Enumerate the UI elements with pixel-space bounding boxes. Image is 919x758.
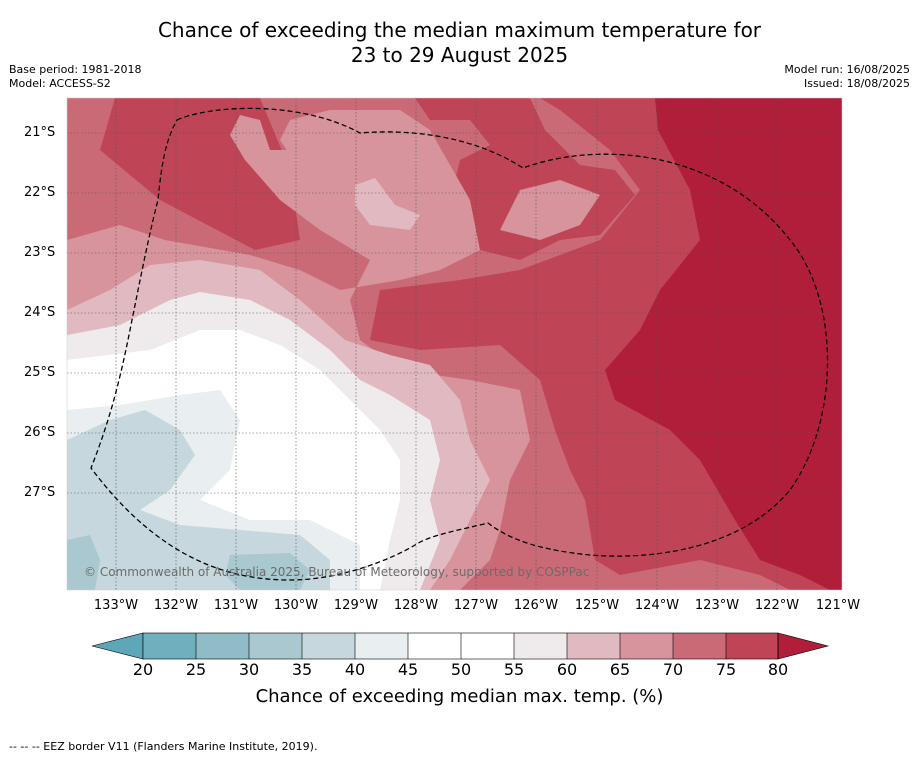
band-60-65-ne: [500, 180, 600, 240]
colorbar-tick: 35: [291, 660, 313, 679]
band-35-40: [67, 410, 330, 590]
colorbar-swatch: [408, 633, 461, 659]
band-55-60-n: [355, 178, 420, 230]
title-line-2: 23 to 29 August 2025: [350, 43, 569, 67]
eez-legend-footer: -- -- -- EEZ border V11 (Flanders Marine…: [9, 740, 318, 753]
eez-border: [90, 107, 829, 581]
lon-label: 124°W: [634, 598, 680, 613]
colorbar-swatch: [143, 633, 196, 659]
colorbar-tick: 40: [344, 660, 366, 679]
lat-label: 27°S: [24, 485, 56, 500]
colorbar-tick: 75: [715, 660, 737, 679]
colorbar-tick: 45: [397, 660, 419, 679]
lon-label: 133°W: [93, 598, 139, 613]
model-name: Model: ACCESS-S2: [9, 77, 111, 90]
colorbar-tick: 65: [609, 660, 631, 679]
lat-label: 24°S: [24, 305, 56, 320]
lat-label: 22°S: [24, 185, 56, 200]
colorbar-dividers: [195, 633, 727, 659]
colorbar-tick: 60: [556, 660, 578, 679]
lon-label: 122°W: [754, 598, 800, 613]
lon-label: 129°W: [333, 598, 379, 613]
colorbar-tick: 80: [767, 660, 789, 679]
colorbar-min-extension: [91, 632, 144, 660]
colorbar-swatch: [567, 633, 620, 659]
longitude-gridlines: [115, 98, 778, 590]
colorbar-outline: [142, 632, 779, 660]
band-30-35: [67, 535, 310, 590]
colorbar-swatch: [726, 633, 778, 659]
issued-date: Issued: 18/08/2025: [803, 77, 910, 90]
colorbar-swatch: [355, 633, 408, 659]
lon-label: 125°W: [574, 598, 620, 613]
map-area: [67, 98, 842, 590]
colorbar-tick: 50: [450, 660, 472, 679]
lon-label: 132°W: [153, 598, 199, 613]
colorbar-swatch: [196, 633, 249, 659]
lon-label: 130°W: [273, 598, 319, 613]
meta-right: Model run: 16/08/2025 Issued: 18/08/2025: [784, 63, 910, 91]
lon-label: 131°W: [213, 598, 259, 613]
lon-label: 127°W: [453, 598, 499, 613]
colorbar-tick: 20: [132, 660, 154, 679]
lat-label: 21°S: [24, 125, 56, 140]
colorbar-label: Chance of exceeding median max. temp. (%…: [255, 686, 664, 707]
colorbar-tick: 25: [185, 660, 207, 679]
lat-label: 26°S: [24, 425, 56, 440]
colorbar-swatch: [514, 633, 567, 659]
lon-label: 123°W: [694, 598, 740, 613]
meta-left: Base period: 1981-2018 Model: ACCESS-S2: [9, 63, 141, 91]
colorbar-tick: 70: [662, 660, 684, 679]
lon-label: 128°W: [393, 598, 439, 613]
chart-title: Chance of exceeding the median maximum t…: [0, 18, 919, 68]
base-period: Base period: 1981-2018: [9, 63, 142, 76]
colorbar-swatch: [673, 633, 726, 659]
lon-label: 121°W: [815, 598, 861, 613]
colorbar-swatch: [461, 633, 514, 659]
lon-label: 126°W: [513, 598, 559, 613]
colorbar-tick: 55: [503, 660, 525, 679]
map-credit: © Commonwealth of Australia 2025, Bureau…: [84, 565, 590, 579]
colorbar: [91, 632, 830, 660]
colorbar-tick: 30: [238, 660, 260, 679]
lat-label: 25°S: [24, 365, 56, 380]
colorbar-max-extension: [777, 632, 830, 660]
title-line-1: Chance of exceeding the median maximum t…: [157, 18, 762, 42]
model-run: Model run: 16/08/2025: [784, 63, 910, 76]
colorbar-swatch: [249, 633, 302, 659]
lat-label: 23°S: [24, 245, 56, 260]
colorbar-swatch: [302, 633, 355, 659]
map-frame: [66, 97, 843, 591]
colorbar-swatch: [620, 633, 673, 659]
